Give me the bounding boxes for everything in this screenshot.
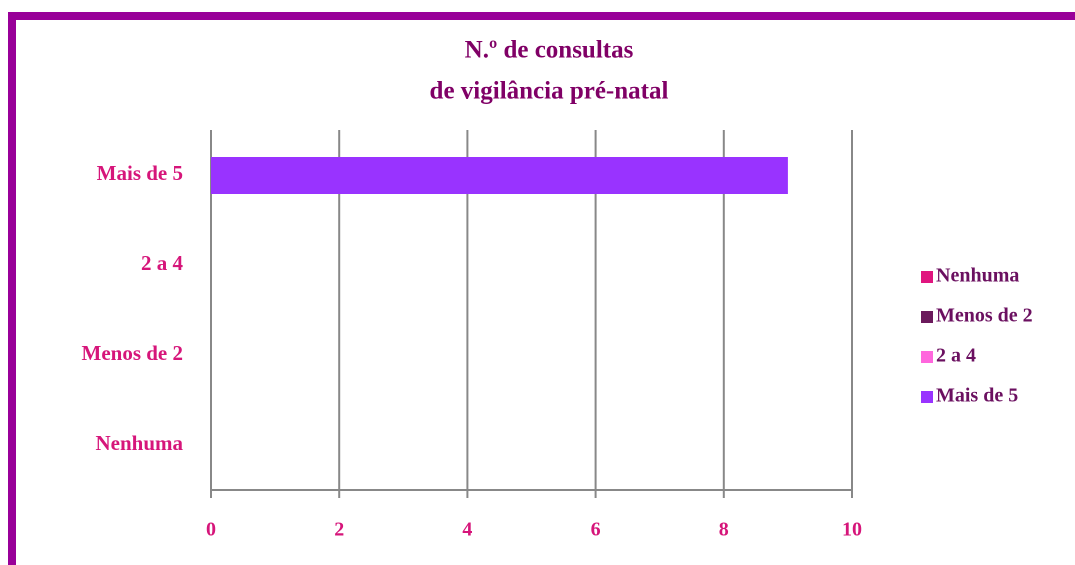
legend-swatch [921,311,933,323]
chart-title: de vigilância pré-natal [430,78,669,105]
x-tick-label: 6 [591,519,601,541]
legend-swatch [921,351,933,363]
frame-left [8,12,16,565]
legend-label: Nenhuma [936,265,1019,287]
legend-label: Mais de 5 [936,385,1018,407]
legend-label: 2 a 4 [936,345,976,367]
legend-swatch [921,271,933,283]
legend-swatch [921,391,933,403]
legend-label: Menos de 2 [936,305,1033,327]
frame-top [8,12,1075,20]
x-tick-label: 10 [842,519,862,541]
y-tick-label: Nenhuma [95,431,183,455]
y-tick-label: 2 a 4 [141,251,184,275]
x-tick-label: 0 [206,519,216,541]
y-tick-label: Mais de 5 [97,161,183,185]
x-tick-label: 2 [334,519,344,541]
x-tick-label: 8 [719,519,729,541]
chart-title: N.º de consultas [465,37,634,64]
bar [211,157,788,194]
y-tick-label: Menos de 2 [82,341,184,365]
x-tick-label: 4 [462,519,472,541]
